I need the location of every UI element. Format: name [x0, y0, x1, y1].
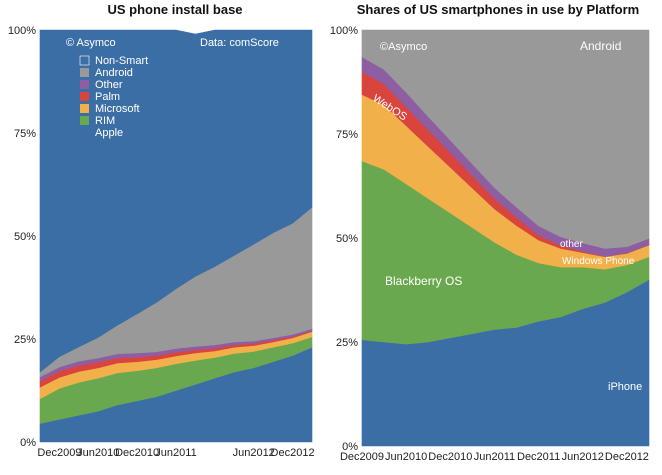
copyright-note: ©Asymco — [380, 41, 427, 53]
x-tick-label: Dec2010 — [115, 447, 159, 459]
legend-swatch — [80, 116, 89, 125]
area-non-smart — [39, 29, 313, 373]
legend-label: Android — [95, 67, 133, 79]
y-tick-label: 25% — [336, 337, 358, 349]
x-tick-label: Dec2012 — [605, 451, 649, 463]
legend-swatch — [80, 80, 89, 89]
y-axis: 0% 25% 50% 75% 100% — [8, 25, 36, 449]
series-label: other — [560, 239, 583, 250]
legend-swatch — [80, 68, 89, 77]
legend-swatch — [80, 128, 89, 137]
area-layer — [361, 29, 650, 447]
y-tick-label: 25% — [14, 334, 36, 346]
legend-swatch — [79, 55, 90, 66]
area-layer — [39, 29, 313, 443]
smartphone-share-chart: Shares of US smartphones in use by Platf… — [330, 2, 650, 463]
area-android — [361, 29, 650, 249]
x-tick-label: Dec2011 — [517, 451, 560, 463]
y-axis: 0% 25% 50% 75% 100% — [330, 25, 358, 453]
y-tick-label: 0% — [342, 441, 358, 453]
y-tick-label: 50% — [14, 231, 36, 243]
series-label: Windows Phone — [562, 256, 635, 267]
y-tick-label: 50% — [336, 233, 358, 245]
x-tick-label: Jun2011 — [155, 447, 196, 459]
x-tick-label: Jun2011 — [474, 451, 515, 463]
legend-label: Microsoft — [95, 103, 140, 115]
legend-swatch — [80, 104, 89, 113]
legend-label: Non-Smart — [95, 55, 148, 67]
x-tick-label: Jun2010 — [77, 447, 119, 459]
x-tick-label: Dec2012 — [271, 447, 315, 459]
legend-swatch — [80, 92, 89, 101]
install-base-chart: US phone install base 0% 25% 50% 75% 100% De… — [8, 2, 315, 459]
y-tick-label: 100% — [8, 25, 36, 37]
x-axis: Dec2009 Jun2010 Dec2010 Jun2011 Dec2011 Jun20… — [340, 451, 649, 463]
x-tick-label: Dec2009 — [37, 447, 81, 459]
y-tick-label: 75% — [336, 129, 358, 141]
series-label: Blackberry OS — [385, 274, 462, 288]
legend-label: Palm — [95, 91, 120, 103]
legend: Non-SmartAndroidOtherPalmMicrosoftRIMApp… — [79, 55, 148, 139]
source-note: Data: comScore — [200, 37, 279, 49]
x-tick-label: Jun2010 — [385, 451, 427, 463]
x-tick-label: Jun2012 — [233, 447, 275, 459]
legend-label: RIM — [95, 115, 115, 127]
x-tick-label: Dec2010 — [428, 451, 472, 463]
y-tick-label: 0% — [20, 437, 36, 449]
series-label: iPhone — [608, 381, 642, 393]
x-tick-label: Jun2012 — [562, 451, 604, 463]
copyright-note: © Asymco — [66, 37, 116, 49]
chart-title: US phone install base — [107, 2, 242, 17]
y-tick-label: 100% — [330, 25, 358, 37]
chart-title: Shares of US smartphones in use by Platf… — [357, 2, 639, 17]
y-tick-label: 75% — [14, 128, 36, 140]
legend-label: Apple — [95, 127, 123, 139]
x-tick-label: Dec2009 — [340, 451, 384, 463]
series-label: Android — [580, 39, 621, 53]
legend-label: Other — [95, 79, 123, 91]
